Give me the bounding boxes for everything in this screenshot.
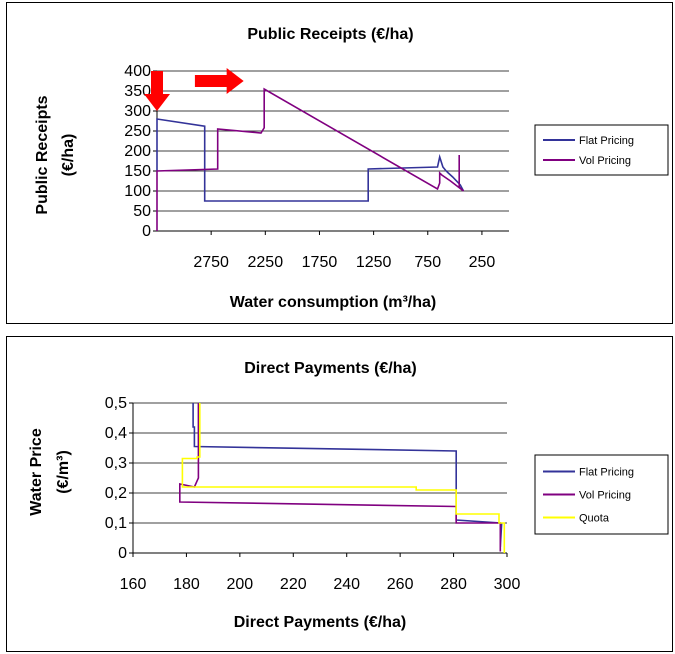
- red-right-arrow: [194, 68, 244, 94]
- chart-panel-direct-payments: 0 0,1 0,2 0,3 0,4 0,5 160 180 200 220 240 260 280 300…: [6, 336, 673, 652]
- legend-label: Flat Pricing: [579, 467, 634, 479]
- y-tick-label: 50: [133, 203, 151, 220]
- direct-payments-chart: 0 0,1 0,2 0,3 0,4 0,5 160 180 200 220 240 260 280 300…: [28, 360, 669, 631]
- x-tick-label: 2750: [193, 254, 229, 271]
- chart-title: Public Receipts (€/ha): [247, 26, 413, 43]
- x-tick-label: 180: [173, 576, 200, 593]
- arrow-head: [144, 94, 170, 111]
- x-tick-label: 750: [414, 254, 441, 271]
- y-tick-label: 300: [124, 103, 151, 120]
- public-receipts-chart: 0 50 100 150 200 250 300 350 400 2750 2250 1750 1250…: [34, 26, 669, 311]
- y-tick-label: 0,4: [105, 425, 127, 442]
- y-tick-label: 0: [142, 223, 151, 240]
- legend-label: Quota: [579, 513, 610, 525]
- red-down-arrow: [144, 71, 170, 111]
- x-tick-label: 1250: [356, 254, 392, 271]
- series-line-vol-pricing: [179, 403, 502, 552]
- legend-label: Vol Pricing: [579, 155, 631, 167]
- series-line-quota: [181, 403, 506, 553]
- x-tick-label: 160: [120, 576, 147, 593]
- legend: Flat Pricing Vol Pricing: [534, 124, 669, 176]
- chart-title: Direct Payments (€/ha): [244, 360, 417, 377]
- legend-label: Vol Pricing: [579, 490, 631, 502]
- x-tick-label: 1750: [302, 254, 338, 271]
- y-axis-title: Public Receipts: [34, 95, 51, 214]
- x-tick-label: 220: [280, 576, 307, 593]
- legend-label: Flat Pricing: [579, 135, 634, 147]
- x-tick-label: 250: [469, 254, 496, 271]
- y-tick-label: 250: [124, 123, 151, 140]
- arrow-shaft: [194, 75, 228, 87]
- y-tick-label: 0,1: [105, 515, 127, 532]
- y-tick-label: 0,3: [105, 455, 127, 472]
- x-tick-label: 260: [387, 576, 414, 593]
- y-tick-label: 350: [124, 83, 151, 100]
- y-tick-label: 0: [118, 545, 127, 562]
- series-line-flat-pricing: [156, 118, 465, 202]
- series-line-vol-pricing: [156, 87, 465, 231]
- arrow-head: [226, 68, 244, 94]
- x-tick-label: 280: [440, 576, 467, 593]
- y-tick-label: 0,2: [105, 485, 127, 502]
- y-tick-label: 100: [124, 183, 151, 200]
- x-axis-title: Direct Payments (€/ha): [234, 614, 407, 631]
- legend: Flat Pricing Vol Pricing Quota: [534, 454, 669, 535]
- arrow-shaft: [151, 71, 163, 95]
- plot-area: [133, 403, 507, 553]
- legend-box: [534, 124, 669, 176]
- x-tick-label: 300: [494, 576, 521, 593]
- y-tick-label: 200: [124, 143, 151, 160]
- y-axis-unit: (€/ha): [60, 134, 77, 177]
- chart-panel-public-receipts: 0 50 100 150 200 250 300 350 400 2750 2250 1750 1250…: [6, 2, 673, 324]
- x-axis-title: Water consumption (m³/ha): [230, 294, 437, 311]
- x-tick-label: 240: [333, 576, 360, 593]
- x-tick-label: 2250: [248, 254, 284, 271]
- y-axis-title: Water Price: [28, 428, 45, 516]
- y-tick-label: 400: [124, 63, 151, 80]
- x-tick-label: 200: [227, 576, 254, 593]
- y-axis-unit: (€/m³): [55, 450, 72, 494]
- y-tick-label: 0,5: [105, 395, 127, 412]
- y-tick-label: 150: [124, 163, 151, 180]
